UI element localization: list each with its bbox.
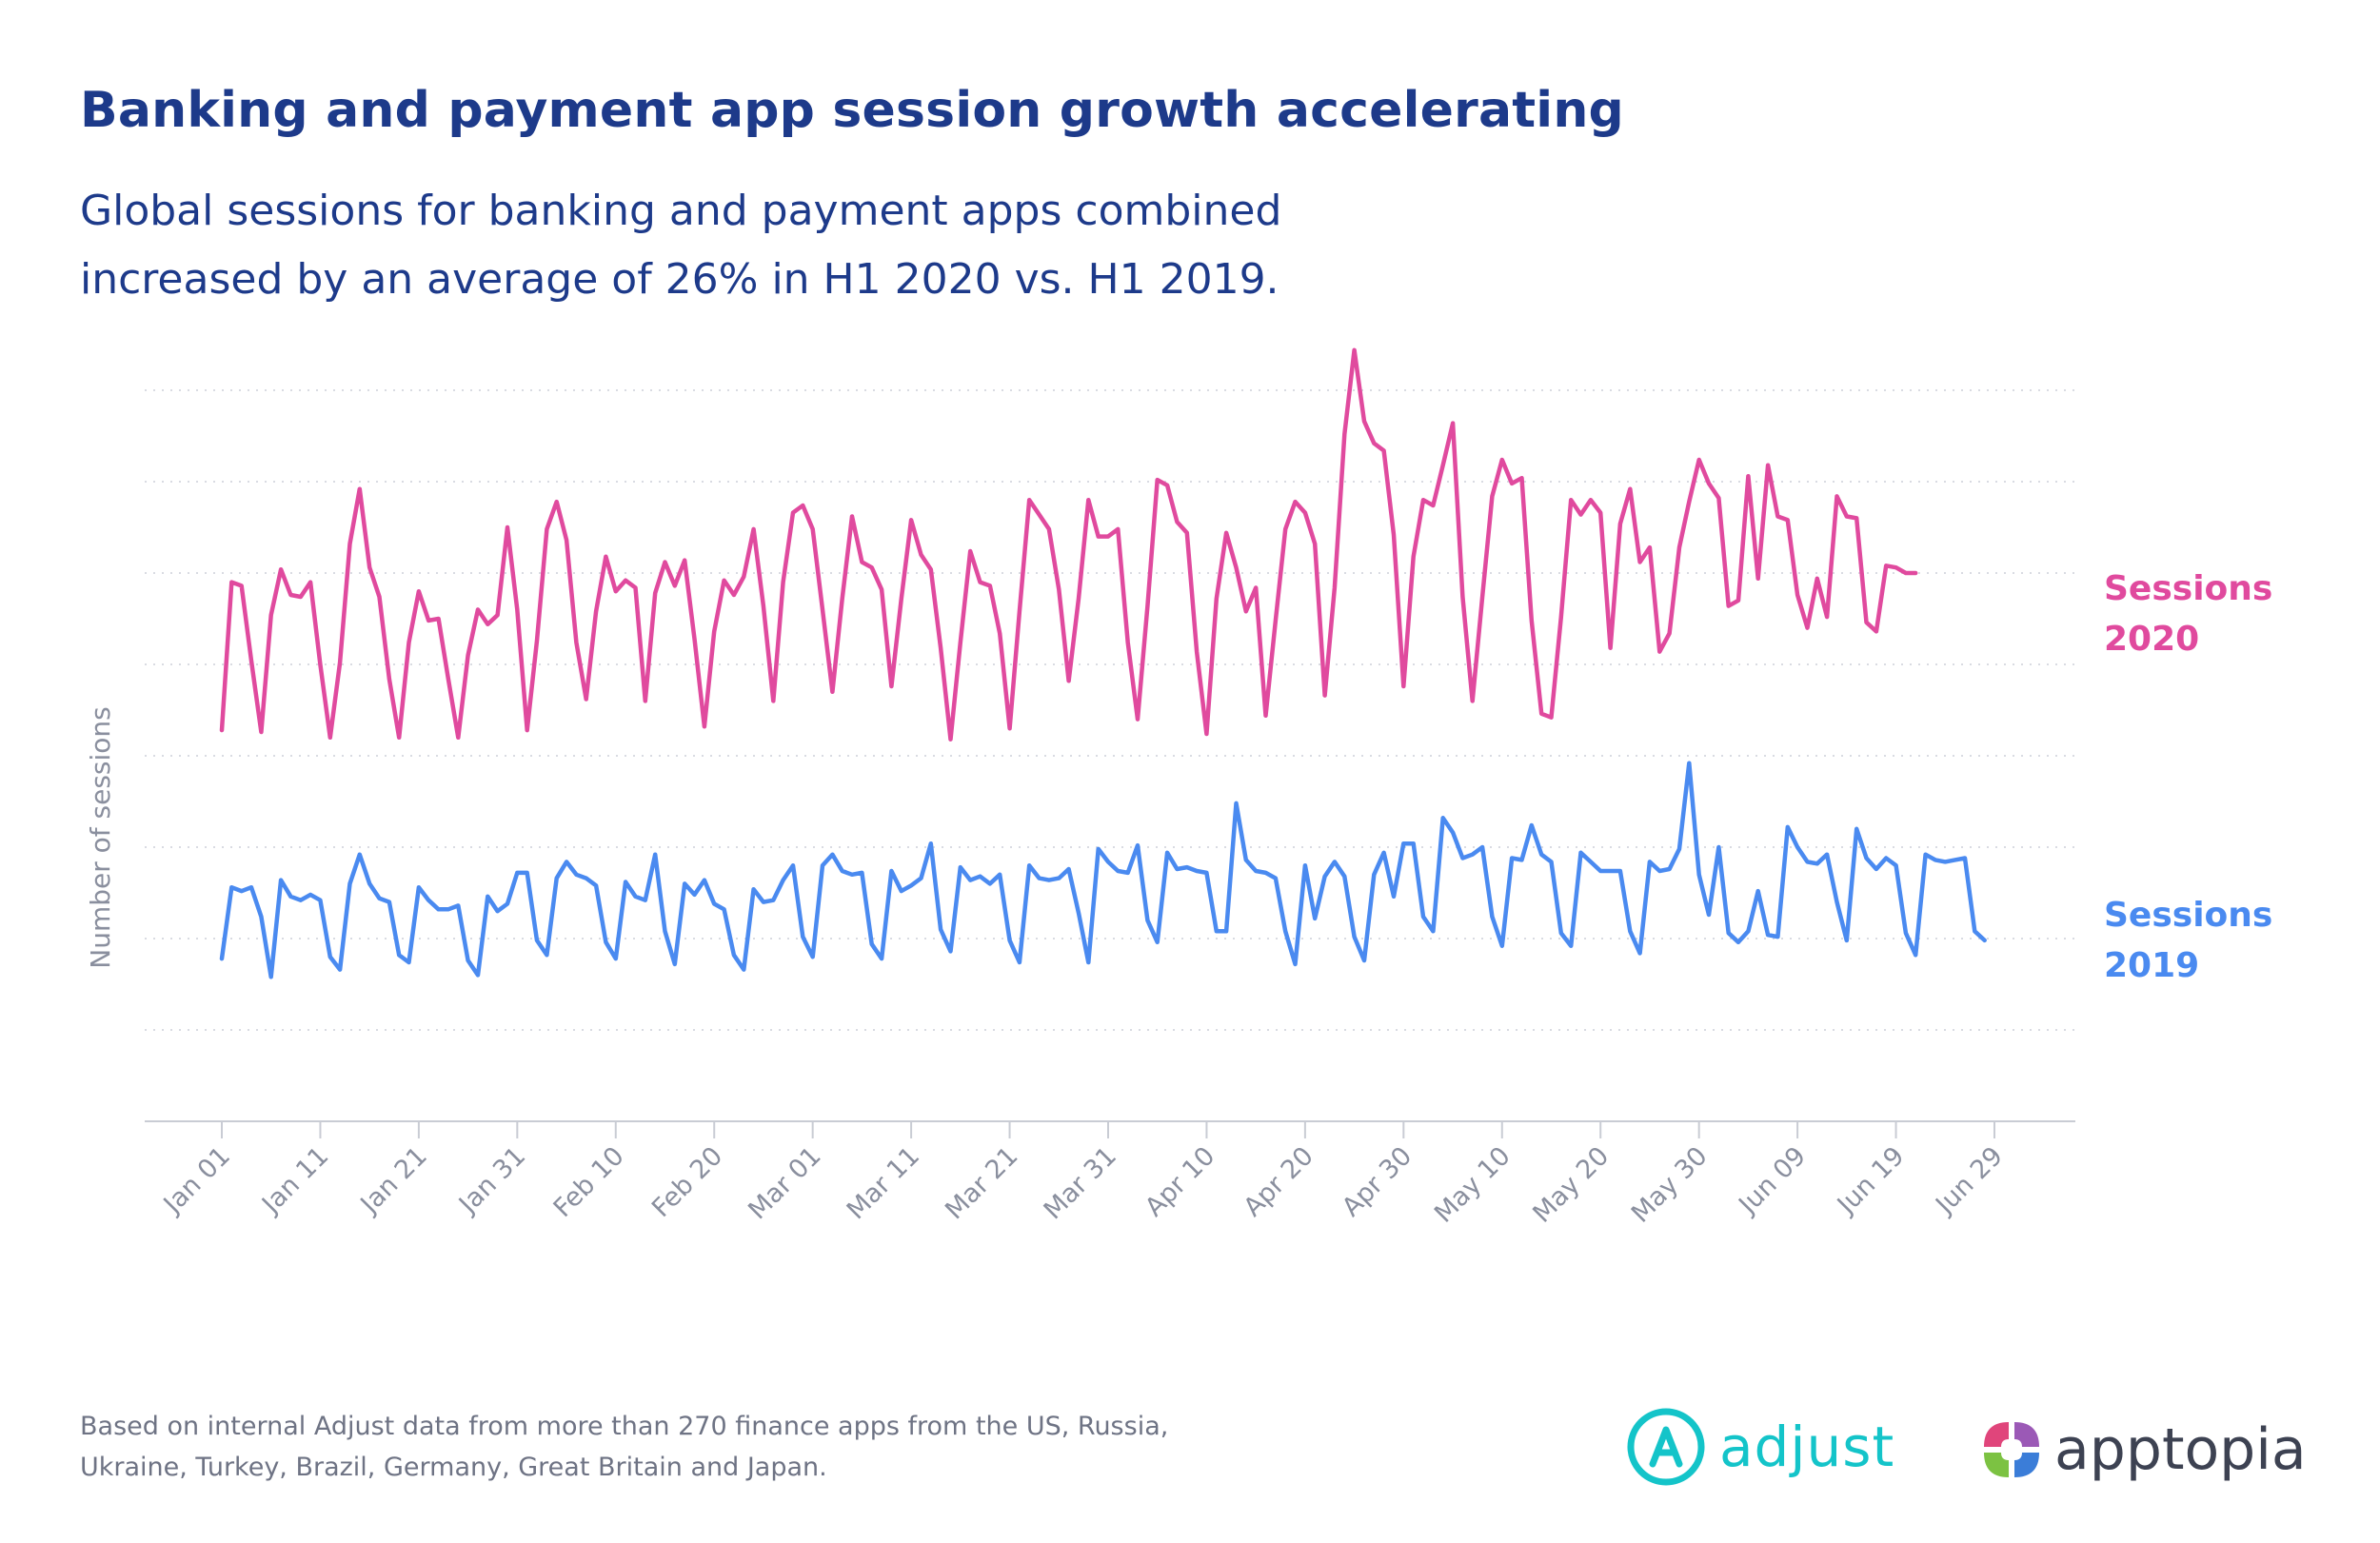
x-tick-label-7: Mar 11 bbox=[842, 1141, 925, 1225]
x-tick-label-12: Apr 30 bbox=[1337, 1141, 1418, 1222]
x-tick-label-9: Mar 31 bbox=[1039, 1141, 1122, 1225]
footnote-line-2: Ukraine, Turkey, Brazil, Germany, Great … bbox=[80, 1453, 827, 1482]
footnote: Based on internal Adjust data from more … bbox=[80, 1406, 1168, 1488]
x-tick-label-8: Mar 21 bbox=[940, 1141, 1023, 1225]
legend-2019-line-2: 2019 bbox=[2104, 946, 2199, 985]
adjust-logo-text: adjust bbox=[1719, 1414, 1895, 1479]
x-tick-label-3: Jan 31 bbox=[452, 1141, 531, 1220]
x-tick-label-13: May 10 bbox=[1429, 1141, 1517, 1229]
legend-2019: Sessions 2019 bbox=[2104, 896, 2272, 985]
gridlines bbox=[145, 389, 2075, 1031]
legend-2020: Sessions 2020 bbox=[2104, 569, 2272, 659]
x-tick-label-2: Jan 21 bbox=[354, 1141, 433, 1220]
legend-2019-line-1: Sessions bbox=[2104, 896, 2272, 935]
chart-title: Banking and payment app session growth a… bbox=[80, 82, 1624, 139]
x-tick-label-0: Jan 01 bbox=[157, 1141, 236, 1220]
x-axis-ticks: Jan 01 Jan 11 Jan 21 Jan 31 Feb 10 Feb 20 Mar … bbox=[157, 1121, 2009, 1229]
adjust-logo-icon bbox=[1627, 1408, 1705, 1486]
subtitle-line-1: Global sessions for banking and payment … bbox=[80, 187, 1282, 235]
apptopia-logo: apptopia bbox=[1980, 1416, 2307, 1483]
series-group bbox=[219, 347, 1987, 979]
x-tick-label-10: Apr 10 bbox=[1140, 1141, 1220, 1222]
x-tick-label-11: Apr 20 bbox=[1239, 1141, 1319, 1222]
x-tick-label-5: Feb 20 bbox=[646, 1141, 728, 1223]
chart-subtitle: Global sessions for banking and payment … bbox=[80, 177, 1508, 314]
x-tick-label-4: Feb 10 bbox=[548, 1141, 630, 1223]
footnote-line-1: Based on internal Adjust data from more … bbox=[80, 1412, 1169, 1441]
x-tick-label-14: May 20 bbox=[1527, 1141, 1615, 1229]
x-tick-label-1: Jan 11 bbox=[255, 1141, 334, 1220]
series-line-2020 bbox=[219, 347, 1918, 742]
legend-2020-line-2: 2020 bbox=[2104, 620, 2199, 659]
series-line-2019 bbox=[219, 761, 1987, 979]
x-tick-label-6: Mar 01 bbox=[743, 1141, 826, 1225]
x-tick-label-17: Jun 19 bbox=[1831, 1141, 1911, 1221]
y-axis-label: Number of sessions bbox=[85, 706, 116, 969]
x-tick-label-18: Jun 29 bbox=[1929, 1141, 2009, 1221]
apptopia-logo-icon bbox=[1984, 1422, 2039, 1477]
subtitle-line-2: increased by an average of 26% in H1 202… bbox=[80, 255, 1279, 304]
x-tick-label-16: Jun 09 bbox=[1733, 1141, 1813, 1221]
apptopia-logo-text: apptopia bbox=[2054, 1416, 2307, 1483]
x-tick-label-15: May 30 bbox=[1626, 1141, 1714, 1229]
adjust-logo: adjust bbox=[1626, 1407, 1894, 1487]
legend-2020-line-1: Sessions bbox=[2104, 569, 2272, 608]
